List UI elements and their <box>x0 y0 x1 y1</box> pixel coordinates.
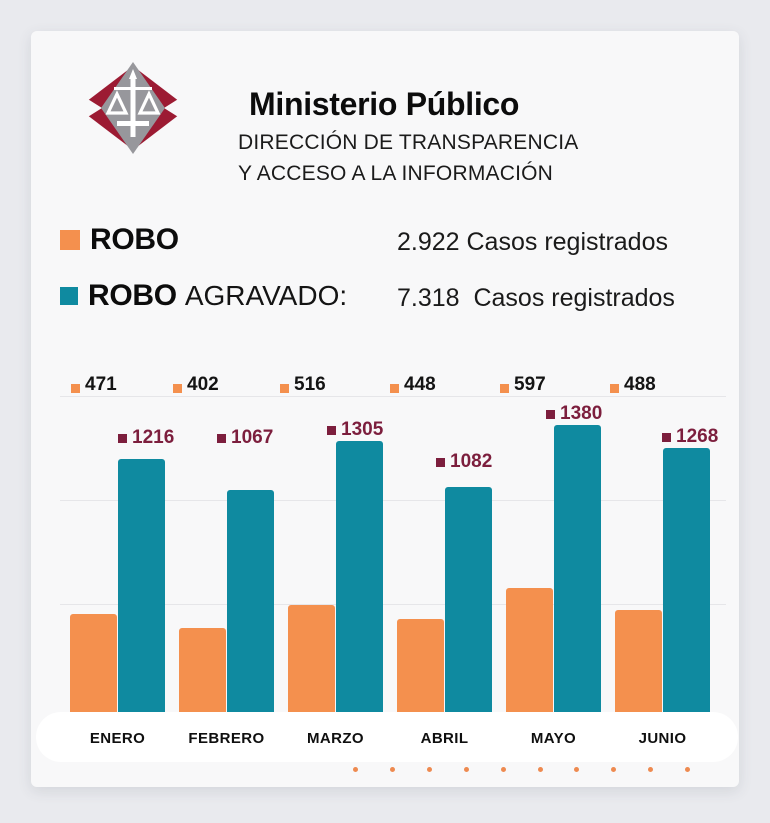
data-label-square <box>217 433 226 443</box>
gridline-1000 <box>60 500 726 501</box>
data-label-robo-agravado: 1380 <box>546 403 602 425</box>
robo-legend-swatch <box>60 230 80 250</box>
infographic-card: Ministerio Público DIRECCIÓN DE TRANSPAR… <box>31 31 739 787</box>
month-label-abril: ABRIL <box>420 730 469 747</box>
data-label-square <box>610 384 619 393</box>
gridline-1500 <box>60 396 726 397</box>
data-label-square <box>436 457 445 467</box>
month-axis-pill: ENERO FEBRERO MARZO ABRIL MAYO JUNIO <box>36 712 738 762</box>
robo-agravado-legend-label-bold: ROBO <box>88 279 177 312</box>
carousel-dot-9[interactable] <box>648 767 654 772</box>
data-label-robo-agravado: 1082 <box>436 451 492 473</box>
data-label-robo: 448 <box>390 374 436 396</box>
month-label-febrero: FEBRERO <box>188 730 265 747</box>
carousel-dot-2[interactable] <box>389 767 395 772</box>
gridline-500 <box>60 604 726 605</box>
bar-robo-agravado-marzo <box>336 440 383 726</box>
data-label-value: 1067 <box>231 427 274 448</box>
carousel-dot-1[interactable] <box>353 767 358 772</box>
bar-robo-mayo <box>506 587 553 726</box>
carousel-dot-3[interactable] <box>426 767 432 772</box>
carousel-dot-6[interactable] <box>537 767 543 772</box>
data-label-value: 597 <box>514 374 546 395</box>
data-label-robo: 471 <box>71 374 117 396</box>
bar-robo-marzo <box>288 604 335 726</box>
legend-row-robo-agravado: ROBO AGRAVADO: <box>60 279 347 313</box>
header-subtitle-line1: DIRECCIÓN DE TRANSPARENCIA <box>238 131 579 154</box>
month-label-marzo: MARZO <box>307 730 364 747</box>
bar-robo-agravado-junio <box>663 448 710 726</box>
data-label-robo-agravado: 1216 <box>118 427 174 449</box>
data-label-value: 1268 <box>676 426 719 447</box>
data-label-square <box>71 384 80 393</box>
data-label-value: 1380 <box>560 403 603 424</box>
bar-robo-enero <box>70 614 117 726</box>
bar-robo-agravado-mayo <box>554 424 601 726</box>
data-label-robo: 488 <box>610 374 656 396</box>
carousel-dot-10[interactable] <box>685 767 691 772</box>
data-label-value: 1216 <box>132 427 175 448</box>
robo-agravado-legend-label-rest: AGRAVADO: <box>184 280 348 311</box>
carousel-dot-5[interactable] <box>500 767 506 772</box>
bar-robo-agravado-febrero <box>227 490 274 726</box>
data-label-robo-agravado: 1268 <box>662 426 718 448</box>
ministerio-publico-logo <box>75 62 191 154</box>
bar-robo-agravado-enero <box>118 459 165 726</box>
data-label-robo-agravado: 1067 <box>217 427 273 449</box>
carousel-dot-8[interactable] <box>611 767 617 772</box>
month-label-mayo: MAYO <box>530 730 577 747</box>
data-label-square <box>327 425 336 435</box>
header-subtitle-line2: Y ACCESO A LA INFORMACIÓN <box>238 162 554 185</box>
data-label-value: 516 <box>294 374 326 395</box>
month-label-enero: ENERO <box>89 730 146 747</box>
robo-agravado-legend-swatch <box>60 287 78 305</box>
data-label-square <box>280 384 289 393</box>
carousel-dot-4[interactable] <box>463 767 469 772</box>
carousel-dot-7[interactable] <box>574 767 580 772</box>
data-label-robo: 597 <box>500 374 546 396</box>
data-label-value: 1305 <box>341 419 384 440</box>
month-label-junio: JUNIO <box>638 730 687 747</box>
bar-robo-abril <box>397 618 444 726</box>
bar-robo-agravado-abril <box>445 486 492 726</box>
data-label-square <box>500 384 509 393</box>
page-title: Ministerio Público <box>249 86 520 122</box>
robo-legend-label: ROBO <box>90 223 179 256</box>
legend-row-robo: ROBO <box>60 223 179 257</box>
data-label-robo: 516 <box>280 374 326 396</box>
scales-sword-glyph <box>105 69 161 137</box>
bar-robo-junio <box>615 610 662 726</box>
robo-count-text: 2.922 Casos registrados <box>397 228 668 256</box>
header-subtitle: DIRECCIÓN DE TRANSPARENCIA Y ACCESO A LA… <box>238 127 578 189</box>
data-label-value: 471 <box>85 374 117 395</box>
data-label-square <box>390 384 399 393</box>
data-label-value: 488 <box>624 374 656 395</box>
data-label-value: 1082 <box>450 451 493 472</box>
data-label-square <box>118 433 127 443</box>
data-label-value: 402 <box>187 374 219 395</box>
robo-agravado-count-text: 7.318 Casos registrados <box>397 284 675 312</box>
data-label-robo-agravado: 1305 <box>327 419 383 441</box>
data-label-square <box>662 432 671 442</box>
data-label-square <box>173 384 182 393</box>
data-label-value: 448 <box>404 374 436 395</box>
data-label-robo: 402 <box>173 374 219 396</box>
data-label-square <box>546 409 555 419</box>
